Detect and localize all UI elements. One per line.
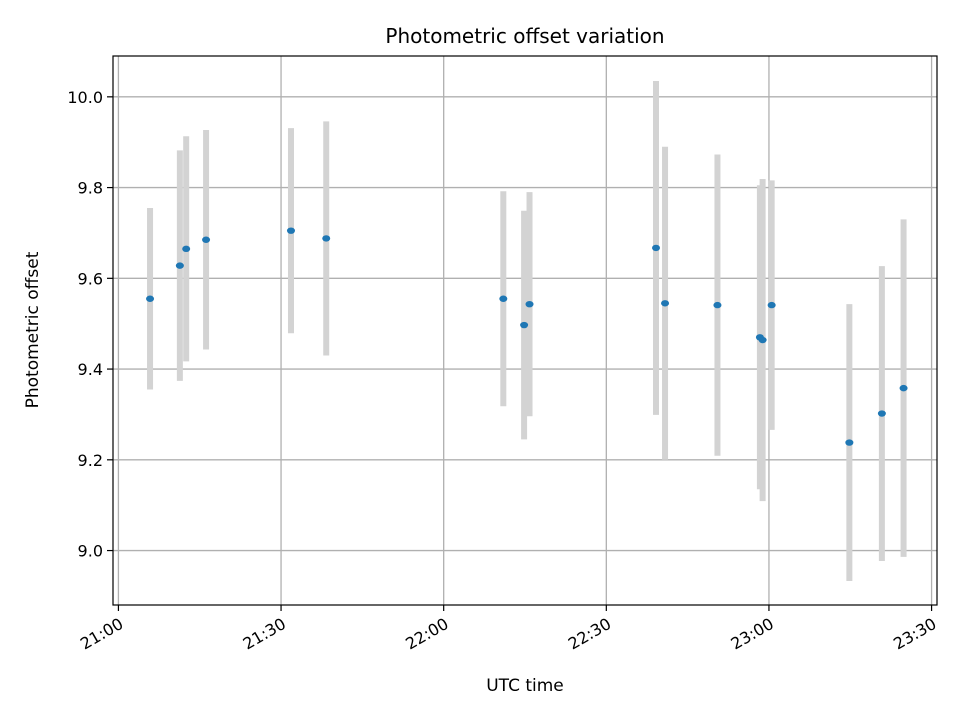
data-point bbox=[877, 410, 886, 417]
data-point bbox=[202, 236, 211, 243]
y-axis-title: Photometric offset bbox=[23, 251, 43, 408]
data-points bbox=[146, 227, 908, 446]
y-tick-label: 10.0 bbox=[67, 88, 103, 107]
y-tick-label: 9.4 bbox=[78, 360, 103, 379]
data-point bbox=[520, 321, 529, 329]
data-point bbox=[767, 301, 776, 309]
chart-title: Photometric offset variation bbox=[385, 24, 664, 48]
data-point bbox=[175, 262, 184, 269]
data-point bbox=[182, 245, 191, 253]
data-point bbox=[713, 301, 722, 309]
y-tick-label: 9.8 bbox=[78, 179, 103, 198]
data-point bbox=[661, 300, 670, 307]
data-point bbox=[286, 227, 295, 234]
data-point bbox=[899, 384, 908, 392]
plot-frame bbox=[112, 55, 938, 606]
y-tick-label: 9.6 bbox=[78, 269, 103, 288]
data-point bbox=[845, 439, 854, 446]
data-point bbox=[322, 235, 331, 242]
data-point bbox=[525, 300, 534, 308]
data-point bbox=[758, 336, 767, 344]
y-axis: 9.0 9.2 9.4 9.6 9.8 10.0 bbox=[67, 88, 113, 561]
data-point bbox=[146, 295, 155, 302]
data-point bbox=[652, 244, 661, 252]
y-tick-label: 9.0 bbox=[78, 542, 103, 561]
x-axis-title: UTC time bbox=[486, 676, 564, 696]
data-point bbox=[499, 295, 508, 302]
y-tick-label: 9.2 bbox=[78, 451, 103, 470]
